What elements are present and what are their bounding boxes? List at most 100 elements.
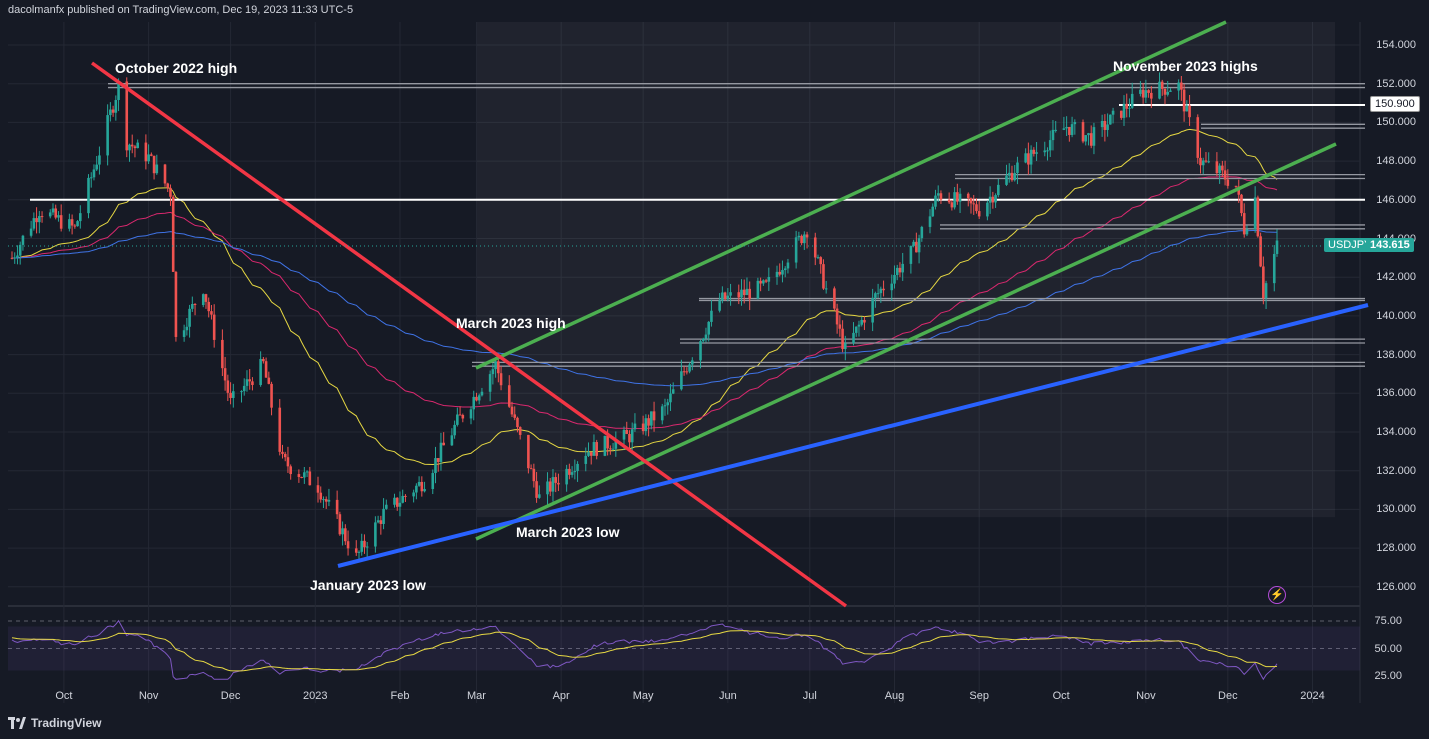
candle-body bbox=[385, 504, 388, 509]
candle-body bbox=[685, 371, 689, 373]
candle-body bbox=[1199, 157, 1202, 166]
candle-body bbox=[516, 417, 519, 428]
candle-body bbox=[499, 373, 503, 386]
candle-body bbox=[1150, 92, 1153, 99]
candle-body bbox=[742, 289, 746, 296]
candle-body bbox=[1272, 253, 1276, 284]
candle-body bbox=[800, 235, 803, 244]
candle-body bbox=[893, 275, 896, 284]
x-tick-label: Mar bbox=[466, 690, 486, 702]
candle-body bbox=[622, 429, 626, 440]
candle-body bbox=[393, 497, 396, 505]
candle-body bbox=[150, 154, 153, 156]
candle-body bbox=[1147, 90, 1150, 93]
watermark-text: TradingView bbox=[31, 716, 102, 730]
last-price-label: 143.615 bbox=[1366, 238, 1414, 252]
candle-body bbox=[182, 330, 186, 337]
candle-body bbox=[568, 468, 571, 475]
candle-body bbox=[169, 187, 172, 197]
candle-body bbox=[786, 262, 790, 269]
candle-body bbox=[13, 257, 17, 259]
candle-body bbox=[1084, 135, 1088, 142]
candle-body bbox=[510, 406, 514, 415]
candle-body bbox=[882, 288, 885, 291]
candle-body bbox=[223, 368, 227, 381]
candle-body bbox=[606, 435, 609, 449]
candle-body bbox=[95, 164, 98, 170]
candle-body bbox=[1169, 90, 1172, 92]
candle-body bbox=[723, 292, 727, 300]
candle-body bbox=[436, 458, 440, 462]
candle-body bbox=[532, 468, 536, 482]
candle-body bbox=[1180, 82, 1183, 90]
candle-body bbox=[497, 361, 500, 374]
candle-body bbox=[98, 155, 101, 165]
candle-body bbox=[1141, 89, 1145, 98]
candle-body bbox=[707, 321, 711, 335]
candle-body bbox=[29, 228, 33, 236]
y-tick-label: 128.000 bbox=[1376, 542, 1416, 555]
x-tick-label: Dec bbox=[220, 690, 241, 702]
candle-body bbox=[117, 81, 120, 100]
candle-body bbox=[762, 280, 765, 284]
candle-body bbox=[557, 482, 560, 485]
y-tick-label: 154.000 bbox=[1376, 39, 1416, 51]
candle-body bbox=[1007, 172, 1011, 176]
candle-body bbox=[977, 211, 981, 217]
osc-tick-label: 25.00 bbox=[1374, 670, 1402, 682]
candle-body bbox=[628, 433, 631, 443]
candle-body bbox=[630, 429, 634, 443]
candle-body bbox=[666, 402, 670, 406]
x-tick-label: Nov bbox=[138, 690, 159, 702]
candle-body bbox=[871, 297, 874, 323]
candle-body bbox=[1054, 129, 1057, 131]
candle-body bbox=[155, 164, 159, 174]
candle-body bbox=[1029, 149, 1033, 165]
candle-body bbox=[221, 339, 224, 369]
flash-icon[interactable]: ⚡ bbox=[1268, 586, 1286, 604]
candle-body bbox=[912, 241, 915, 246]
candle-body bbox=[338, 514, 342, 535]
candle-body bbox=[262, 358, 265, 362]
candle-body bbox=[647, 418, 650, 426]
candle-body bbox=[991, 196, 995, 203]
candle-body bbox=[1043, 150, 1047, 153]
candle-body bbox=[669, 393, 672, 403]
candle-body bbox=[1237, 186, 1241, 195]
candle-body bbox=[824, 288, 828, 290]
candle-body bbox=[691, 360, 694, 365]
candle-body bbox=[191, 303, 194, 309]
x-tick-label: Jul bbox=[802, 690, 817, 702]
candle-body bbox=[671, 389, 675, 394]
candle-body bbox=[529, 468, 533, 470]
candle-body bbox=[680, 371, 683, 390]
osc-tick-label: 75.00 bbox=[1374, 615, 1402, 627]
candle-body bbox=[417, 481, 421, 486]
y-tick-label: 138.000 bbox=[1376, 348, 1416, 361]
candle-body bbox=[163, 164, 167, 184]
candle-body bbox=[51, 208, 55, 213]
candle-body bbox=[1130, 93, 1134, 108]
candle-body bbox=[1046, 150, 1049, 152]
y-tick-label: 150.000 bbox=[1376, 116, 1416, 129]
candle-body bbox=[975, 204, 978, 212]
candle-body bbox=[283, 453, 287, 458]
downtrend-line bbox=[90, 61, 848, 608]
tradingview-logo-icon bbox=[8, 717, 26, 729]
candle-body bbox=[477, 395, 481, 401]
candle-body bbox=[264, 361, 268, 378]
candle-body bbox=[450, 435, 454, 446]
candle-body bbox=[480, 391, 484, 396]
candle-body bbox=[281, 451, 284, 454]
candle-body bbox=[245, 379, 249, 386]
oscillator-signal-line bbox=[11, 630, 1278, 672]
candle-body bbox=[1119, 110, 1123, 118]
candle-body bbox=[1081, 122, 1085, 142]
candle-body bbox=[1185, 105, 1189, 112]
candle-body bbox=[972, 203, 976, 205]
candle-body bbox=[57, 215, 60, 218]
candle-body bbox=[726, 295, 730, 300]
candle-body bbox=[535, 481, 538, 498]
candle-body bbox=[21, 235, 25, 245]
